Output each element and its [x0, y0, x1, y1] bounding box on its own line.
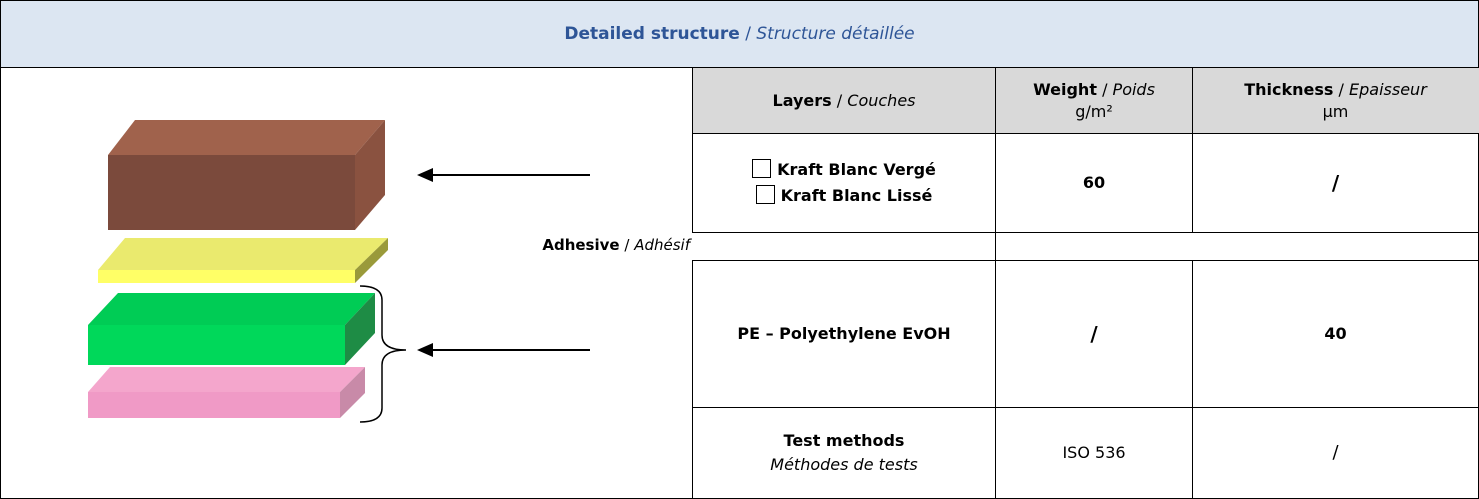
header-italic: Couches: [847, 90, 916, 110]
header-cell: Thickness / Epaisseur µm: [1193, 68, 1478, 133]
header-cell: Layers / Couches: [693, 68, 995, 133]
header-italic: Epaisseur: [1349, 79, 1427, 99]
arrow: [417, 343, 590, 357]
header-cell: Weight / Poids g/m²: [996, 68, 1192, 133]
header-bold: Thickness: [1244, 79, 1334, 99]
table-line: [692, 68, 693, 233]
layer-cell: Test methods Méthodes de tests: [693, 408, 995, 498]
table-line: [692, 260, 693, 499]
border: [0, 68, 1, 499]
header-sep: /: [836, 90, 843, 110]
checkbox[interactable]: [755, 185, 775, 204]
weight-cell: ISO 536: [1062, 443, 1126, 462]
weight-cell: /: [1090, 322, 1098, 346]
title-sep: /: [745, 24, 751, 44]
thickness-cell: /: [1332, 442, 1339, 463]
layer-italic: Méthodes de tests: [770, 455, 918, 474]
thickness-cell: /: [1331, 171, 1340, 195]
thickness-cell: 40: [1324, 324, 1347, 343]
title: Detailed structure / Structure détaillée: [0, 0, 1479, 68]
weight-cell: 60: [1082, 173, 1106, 192]
arrow: [417, 168, 590, 182]
header-band: [0, 0, 1479, 68]
layer-option: Kraft Blanc Vergé: [777, 160, 936, 179]
adhesive-bold: Adhesive: [542, 236, 620, 254]
header-unit: µm: [1322, 101, 1349, 121]
table-line: [995, 68, 996, 499]
table-line: [692, 407, 1479, 408]
adhesive-block: [98, 238, 388, 283]
header-bold: Weight: [1033, 79, 1097, 99]
table-line: [692, 133, 1479, 134]
layer-text: Test methods: [783, 431, 905, 450]
adhesive-sep: /: [624, 236, 630, 254]
header-italic: Poids: [1112, 79, 1155, 99]
header-bold: Layers: [772, 90, 832, 110]
title-text: Detailed structure / Structure détaillée: [564, 23, 914, 45]
header-sep: /: [1102, 79, 1108, 99]
table-line: [692, 232, 1479, 233]
layer-illustration: [88, 120, 590, 423]
header-sep: /: [1338, 79, 1344, 99]
adhesive-italic: Adhésif: [634, 236, 690, 254]
table-line: [692, 260, 1479, 261]
layer-cell: PE – Polyethylene EvOH: [737, 324, 951, 343]
header-unit: g/m²: [1075, 101, 1113, 121]
checkbox[interactable]: [752, 159, 772, 178]
layer-cell: Kraft Blanc Vergé Kraft Blanc Lissé: [693, 134, 995, 232]
title-bold: Detailed structure: [564, 24, 740, 44]
kraft-block: [108, 120, 385, 230]
table-line: [1192, 68, 1193, 233]
pe-block: [88, 293, 375, 365]
table-line: [1192, 260, 1193, 499]
evoh-block: [88, 367, 365, 418]
adhesive-label: Adhesive / Adhésif: [470, 236, 690, 254]
table-header-bg: [693, 68, 1479, 133]
title-italic: Structure détaillée: [756, 24, 915, 44]
layer-option: Kraft Blanc Lissé: [780, 186, 933, 205]
brace: [359, 285, 407, 423]
